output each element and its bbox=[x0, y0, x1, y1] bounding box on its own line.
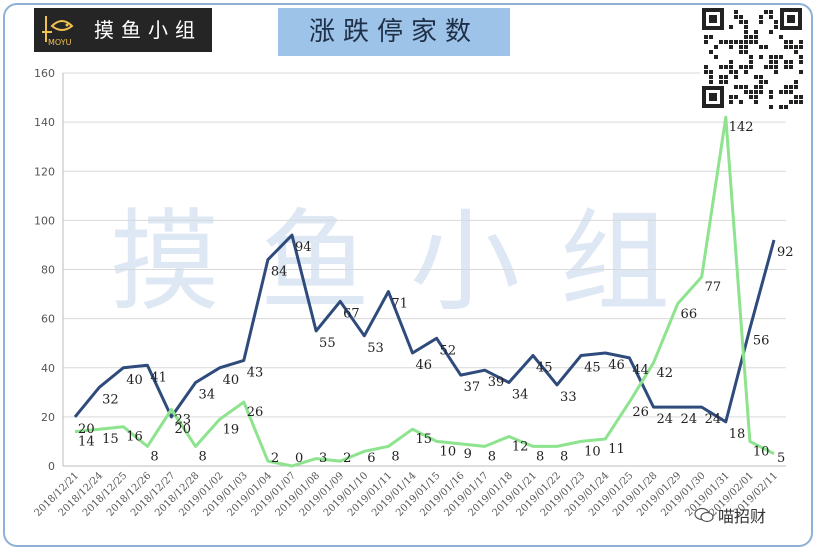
fish-logo-icon bbox=[42, 16, 74, 42]
data-label: 46 bbox=[608, 358, 625, 373]
data-label: 20 bbox=[78, 422, 95, 437]
data-label: 42 bbox=[656, 366, 673, 381]
footer-text: 喵招财 bbox=[718, 507, 767, 526]
data-label: 34 bbox=[512, 387, 529, 402]
y-tick-label: 120 bbox=[34, 165, 55, 178]
data-label: 94 bbox=[295, 240, 312, 255]
data-label: 10 bbox=[753, 444, 770, 459]
data-label: 8 bbox=[391, 449, 399, 464]
data-label: 16 bbox=[126, 430, 143, 445]
data-label: 53 bbox=[367, 341, 384, 356]
data-label: 142 bbox=[729, 120, 754, 135]
data-label: 26 bbox=[247, 405, 264, 420]
data-label: 67 bbox=[343, 306, 360, 321]
grid-lines bbox=[63, 72, 786, 467]
data-label: 15 bbox=[415, 432, 432, 447]
wechat-icon bbox=[694, 507, 714, 523]
data-label: 45 bbox=[584, 360, 601, 375]
data-label: 37 bbox=[464, 380, 481, 395]
data-label: 55 bbox=[319, 336, 336, 351]
title-banner: 涨跌停家数 bbox=[278, 8, 510, 56]
data-label: 2 bbox=[271, 451, 279, 466]
data-label: 19 bbox=[223, 422, 240, 437]
data-label: 20 bbox=[174, 422, 191, 437]
data-label: 34 bbox=[199, 387, 216, 402]
data-label: 8 bbox=[560, 449, 568, 464]
y-tick-label: 20 bbox=[41, 411, 55, 424]
data-label: 24 bbox=[681, 412, 698, 427]
data-label: 44 bbox=[632, 363, 649, 378]
y-tick-label: 160 bbox=[34, 67, 55, 80]
data-label: 66 bbox=[681, 307, 698, 322]
data-label: 84 bbox=[271, 265, 288, 280]
data-label: 0 bbox=[295, 451, 303, 466]
data-label: 10 bbox=[584, 444, 601, 459]
data-label: 15 bbox=[102, 432, 119, 447]
x-axis: 2018/12/212018/12/242018/12/252018/12/26… bbox=[33, 470, 780, 519]
y-tick-label: 40 bbox=[41, 362, 55, 375]
data-label: 77 bbox=[705, 280, 722, 295]
y-axis: 0 20 40 60 80 100 120 140 160 bbox=[34, 67, 64, 473]
footer-brand: 喵招财 bbox=[694, 502, 766, 528]
y-tick-label: 0 bbox=[48, 460, 55, 473]
data-label: 8 bbox=[536, 449, 544, 464]
chart-frame bbox=[3, 3, 813, 547]
data-label: 43 bbox=[247, 365, 264, 380]
data-label: 11 bbox=[608, 442, 625, 457]
data-label: 52 bbox=[440, 343, 457, 358]
data-label: 6 bbox=[367, 451, 375, 466]
data-label: 24 bbox=[656, 412, 673, 427]
data-label: 71 bbox=[391, 297, 408, 312]
series-group bbox=[73, 115, 776, 468]
data-label: 56 bbox=[753, 333, 770, 348]
data-label: 10 bbox=[440, 444, 457, 459]
data-label: 12 bbox=[512, 440, 529, 455]
data-label: 5 bbox=[777, 451, 785, 466]
data-label: 45 bbox=[536, 360, 553, 375]
data-label: 24 bbox=[705, 412, 722, 427]
y-tick-label: 140 bbox=[34, 116, 55, 129]
series-line-0 bbox=[73, 233, 776, 424]
watermark-text: 摸鱼小组 bbox=[110, 198, 710, 326]
data-label: 3 bbox=[319, 451, 327, 466]
data-label: 92 bbox=[777, 245, 794, 260]
y-tick-label: 60 bbox=[41, 313, 55, 326]
data-label: 32 bbox=[102, 392, 119, 407]
y-tick-label: 100 bbox=[34, 214, 55, 227]
data-label: 39 bbox=[488, 375, 505, 390]
data-label: 46 bbox=[415, 358, 432, 373]
data-label: 9 bbox=[464, 447, 472, 462]
data-label: 40 bbox=[126, 373, 143, 388]
qr-code-icon bbox=[700, 6, 804, 110]
data-label: 8 bbox=[488, 449, 496, 464]
y-tick-label: 80 bbox=[41, 264, 55, 277]
brand-logo: MOYU 摸鱼小组 bbox=[34, 8, 212, 52]
data-label: 41 bbox=[150, 370, 167, 385]
logo-subtitle: MOYU bbox=[48, 38, 72, 47]
logo-name: 摸鱼小组 bbox=[94, 18, 202, 42]
chart-title: 涨跌停家数 bbox=[308, 17, 479, 47]
data-label: 2 bbox=[343, 451, 351, 466]
data-label: 14 bbox=[78, 435, 95, 450]
data-label: 23 bbox=[174, 413, 191, 428]
data-label: 40 bbox=[223, 373, 240, 388]
data-label: 8 bbox=[199, 449, 207, 464]
data-label: 33 bbox=[560, 390, 577, 405]
data-label: 26 bbox=[632, 405, 649, 420]
data-label: 18 bbox=[729, 427, 746, 442]
data-label: 8 bbox=[150, 449, 158, 464]
series-line-1 bbox=[74, 115, 775, 468]
